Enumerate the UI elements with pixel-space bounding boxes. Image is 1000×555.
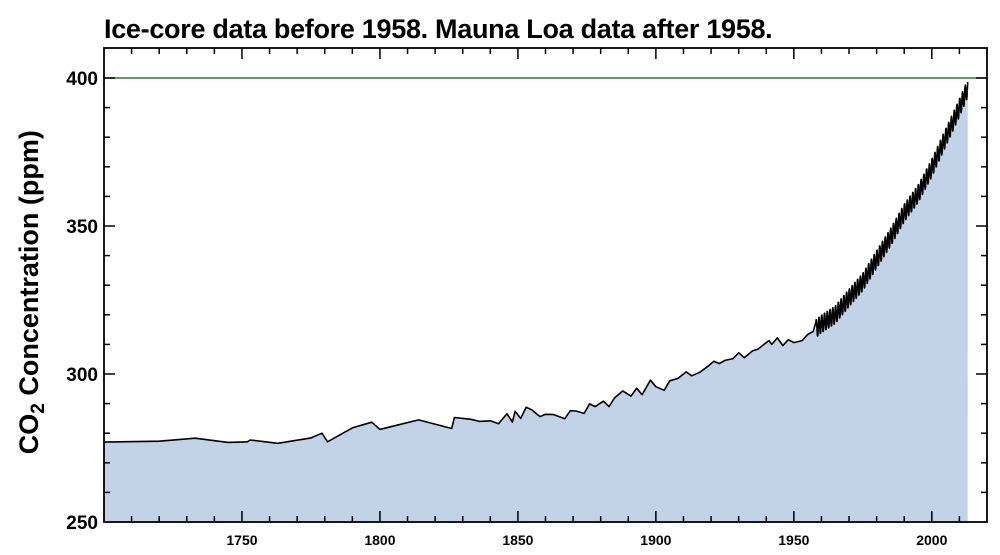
x-tick-label: 1750 [226,532,257,548]
x-tick-label: 2000 [916,532,947,548]
x-axis-tick-labels: 1750 1800 1850 1900 1950 2000 [226,532,947,548]
y-tick-label: 350 [66,217,98,238]
chart-title: Ice-core data before 1958. Mauna Loa dat… [104,14,773,44]
area-fill [104,88,968,523]
x-tick-label: 1950 [778,532,809,548]
y-tick-label: 250 [66,513,98,534]
y-tick-label: 400 [66,69,98,90]
x-tick-label: 1900 [640,532,671,548]
y-axis-tick-labels: 250 300 350 400 [66,69,98,534]
data-line [103,81,969,445]
x-tick-label: 1800 [364,532,395,548]
axis-ticks [104,48,987,522]
x-tick-label: 1850 [502,532,533,548]
y-tick-label: 300 [66,365,98,386]
